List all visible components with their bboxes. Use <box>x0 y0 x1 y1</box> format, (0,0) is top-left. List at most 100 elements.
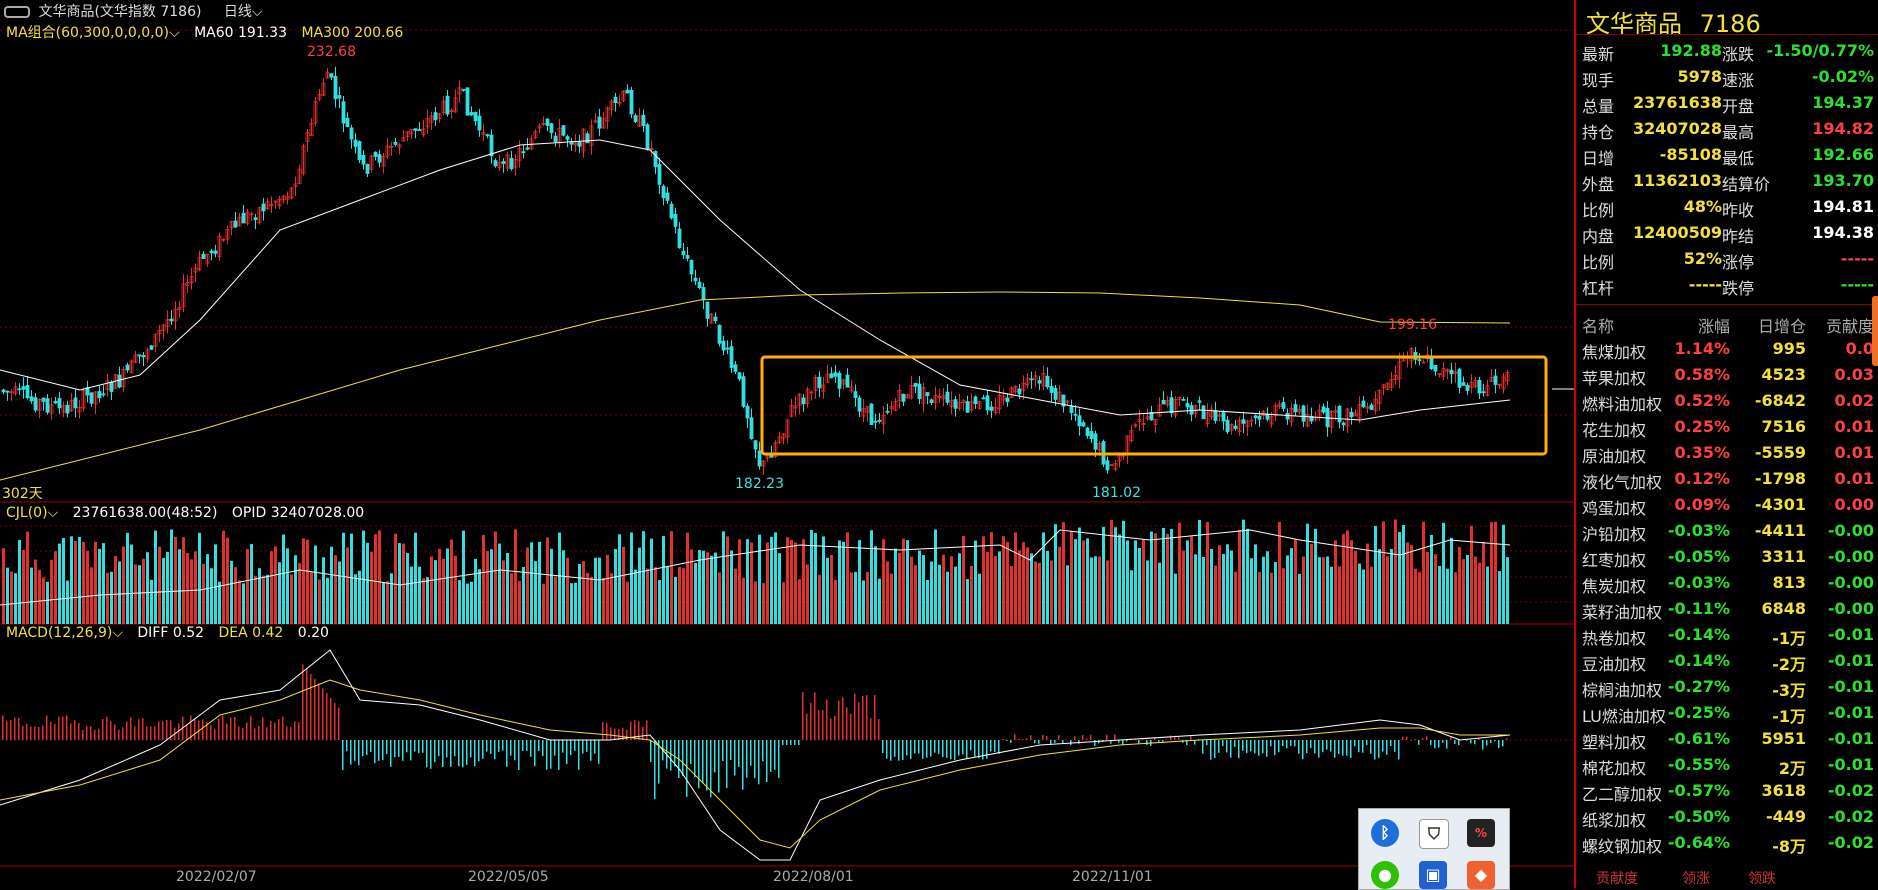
volume-bar <box>914 565 917 624</box>
contrib-row[interactable]: 纸浆加权-0.50%-449-0.02 <box>1576 804 1878 830</box>
candle-body <box>686 255 689 258</box>
contrib-row[interactable]: 焦炭加权-0.03%813-0.00 <box>1576 570 1878 596</box>
contrib-row[interactable]: 棉花加权-0.55%2万-0.01 <box>1576 752 1878 778</box>
quote-value: 192.88 <box>1660 41 1722 60</box>
volume-bar <box>1226 544 1229 624</box>
volume-bar <box>314 546 317 624</box>
wechat-icon[interactable]: ● <box>1371 861 1399 889</box>
period-selector[interactable]: 日线⌵ <box>224 4 263 20</box>
kline-chart[interactable] <box>0 0 1574 888</box>
candle-body <box>1038 381 1041 384</box>
macd-bar <box>586 740 588 752</box>
macd-bar <box>1270 740 1272 746</box>
volume-bar <box>994 556 997 624</box>
macd-bar <box>990 740 992 751</box>
volume-bar <box>1438 566 1441 624</box>
macd-indicator-selector[interactable]: MACD(12,26,9) <box>6 625 112 641</box>
contrib-row[interactable]: 塑料加权-0.61%5951-0.01 <box>1576 726 1878 752</box>
col-header-name[interactable]: 名称 <box>1582 313 1614 337</box>
app-icon[interactable]: ▣ <box>1419 861 1447 889</box>
contrib-row[interactable]: 豆油加权-0.14%-2万-0.01 <box>1576 648 1878 674</box>
volume-bar <box>550 549 553 624</box>
macd-bar <box>1506 738 1508 740</box>
macd-bar <box>362 740 364 756</box>
candle-body <box>1362 401 1365 407</box>
macd-bar <box>1162 740 1164 742</box>
volume-bar <box>846 532 849 624</box>
macd-bar <box>914 740 916 753</box>
candle-body <box>802 398 805 404</box>
contrib-row[interactable]: 沪铅加权-0.03%-4411-0.00 <box>1576 518 1878 544</box>
candle-body <box>1054 388 1057 399</box>
quote-value: -0.02% <box>1812 67 1874 86</box>
macd-bar <box>86 726 88 740</box>
chevron-down-icon: ⌵ <box>169 25 180 41</box>
contrib-row[interactable]: 热卷加权-0.14%-1万-0.01 <box>1576 622 1878 648</box>
macd-bar <box>814 692 816 740</box>
volume-bar <box>322 557 325 624</box>
volume-indicator-selector[interactable]: CJL(0) <box>6 505 48 521</box>
macd-bar <box>482 740 484 759</box>
tab-leading-up[interactable]: 领涨 <box>1682 868 1710 888</box>
contrib-row[interactable]: 菜籽油加权-0.11%6848-0.00 <box>1576 596 1878 622</box>
candle-body <box>654 151 657 166</box>
macd-bar <box>14 718 16 740</box>
scrollbar[interactable] <box>1872 296 1878 366</box>
volume-bar <box>394 534 397 624</box>
candle-body <box>74 398 77 408</box>
col-header-contrib[interactable]: 贡献度 <box>1826 313 1874 337</box>
col-header-pct[interactable]: 涨幅 <box>1698 313 1730 337</box>
ma60-value: MA60 191.33 <box>194 25 287 41</box>
contrib-row[interactable]: 红枣加权-0.05%3311-0.00 <box>1576 544 1878 570</box>
volume-bar <box>962 536 965 624</box>
volume-bar <box>6 568 9 624</box>
shield-icon[interactable]: ⛉ <box>1419 819 1449 849</box>
volume-bar <box>2 548 5 624</box>
ma-indicator-selector[interactable]: MA组合(60,300,0,0,0,0) <box>6 25 169 41</box>
network-monitor-icon[interactable]: % <box>1467 819 1495 847</box>
candle-body <box>462 89 465 90</box>
candle-body <box>242 213 245 223</box>
quote-value: 12400509 <box>1633 223 1722 242</box>
bluetooth-icon[interactable]: ᛒ <box>1371 819 1399 847</box>
contrib-value: -0.00 <box>1828 521 1874 540</box>
volume-bar <box>890 574 893 624</box>
contrib-row[interactable]: 螺纹钢加权-0.64%-8万-0.02 <box>1576 830 1878 856</box>
col-header-day[interactable]: 日增仓 <box>1758 313 1806 337</box>
contrib-pct: -0.05% <box>1668 547 1730 566</box>
macd-bar <box>22 726 24 740</box>
macd-bar <box>1318 740 1320 758</box>
tab-leading-down[interactable]: 领跌 <box>1748 868 1776 888</box>
macd-bar <box>162 721 164 740</box>
volume-bar <box>602 578 605 624</box>
volume-bar <box>498 544 501 624</box>
macd-bar <box>38 727 40 740</box>
tab-contrib[interactable]: 贡献度 <box>1596 868 1638 888</box>
contrib-row[interactable]: LU燃油加权-0.25%-1万-0.01 <box>1576 700 1878 726</box>
volume-bar <box>426 577 429 624</box>
candle-body <box>742 377 745 407</box>
candle-body <box>1082 423 1085 426</box>
candle-body <box>126 365 129 370</box>
volume-bar <box>594 558 597 624</box>
macd-bar <box>1290 740 1292 746</box>
contrib-value: -0.01 <box>1828 651 1874 670</box>
candle-body <box>170 319 173 321</box>
volume-bar <box>778 553 781 624</box>
quote-label: 昨结 <box>1722 223 1754 247</box>
macd-bar <box>462 740 464 767</box>
macd-bar <box>90 726 92 740</box>
macd-bar <box>1146 740 1148 745</box>
app-icon-2[interactable]: ◆ <box>1467 861 1495 889</box>
volume-bar <box>70 536 73 624</box>
contrib-row[interactable]: 乙二醇加权-0.57%3618-0.02 <box>1576 778 1878 804</box>
contrib-row[interactable]: 棕榈油加权-0.27%-3万-0.01 <box>1576 674 1878 700</box>
